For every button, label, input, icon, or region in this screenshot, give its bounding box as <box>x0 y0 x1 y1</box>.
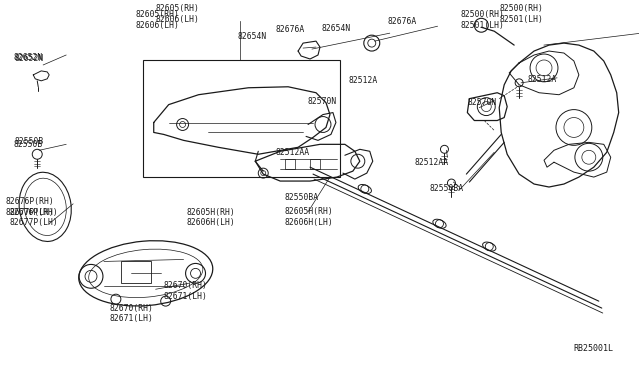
Bar <box>143 60 340 177</box>
Text: 82605H(RH)
82606H(LH): 82605H(RH) 82606H(LH) <box>284 207 333 227</box>
Text: 82652N: 82652N <box>13 52 43 61</box>
Text: 82512AA: 82512AA <box>275 148 310 157</box>
Text: 82550B: 82550B <box>13 140 43 149</box>
Text: 82676P(RH)
82677P(LH): 82676P(RH) 82677P(LH) <box>5 197 54 217</box>
Text: 82676P(RH)
82677P(LH): 82676P(RH) 82677P(LH) <box>9 208 58 227</box>
Text: 82654N: 82654N <box>322 24 351 33</box>
Text: RB25001L: RB25001L <box>573 344 614 353</box>
Text: 82512AA: 82512AA <box>415 158 449 167</box>
Text: 82670(RH)
82671(LH): 82670(RH) 82671(LH) <box>164 281 207 301</box>
Text: 82570N: 82570N <box>307 97 337 106</box>
Bar <box>285 159 295 169</box>
Text: 82652N: 82652N <box>14 54 44 63</box>
Text: 82654N: 82654N <box>237 32 266 41</box>
Text: 82550BA: 82550BA <box>285 193 319 202</box>
Text: 82605(RH)
82606(LH): 82605(RH) 82606(LH) <box>156 4 200 25</box>
Text: 82550B: 82550B <box>14 137 44 146</box>
Text: 82676A: 82676A <box>388 17 417 26</box>
Text: 82605(RH)
82606(LH): 82605(RH) 82606(LH) <box>135 10 179 30</box>
Text: 82670(RH)
82671(LH): 82670(RH) 82671(LH) <box>109 304 154 323</box>
Text: 82550BA: 82550BA <box>429 185 463 193</box>
Text: 82676A: 82676A <box>275 25 305 33</box>
Text: 82500(RH)
82501(LH): 82500(RH) 82501(LH) <box>499 4 543 25</box>
Text: 82605H(RH)
82606H(LH): 82605H(RH) 82606H(LH) <box>186 208 235 227</box>
Text: 82500(RH)
82501(LH): 82500(RH) 82501(LH) <box>460 10 504 30</box>
Text: 82570N: 82570N <box>467 98 497 107</box>
Text: 82512A: 82512A <box>527 76 556 84</box>
Bar <box>310 159 320 169</box>
Bar <box>121 262 151 283</box>
Text: 82512A: 82512A <box>349 76 378 85</box>
